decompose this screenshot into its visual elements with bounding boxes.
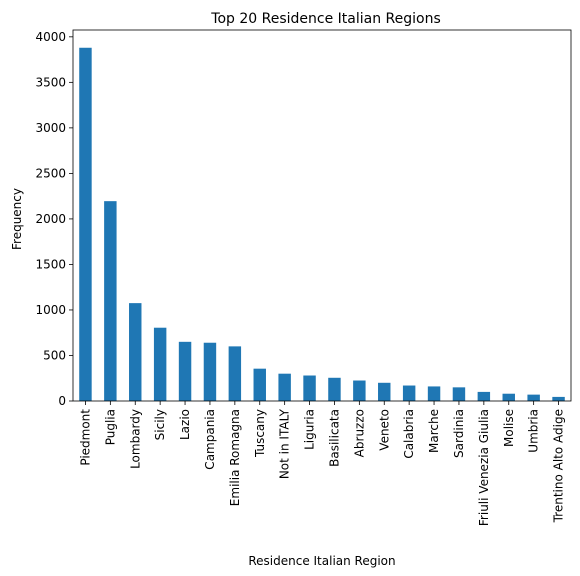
y-tick-label: 500 [43,348,66,362]
bar-trentino-alto-adige [552,396,565,401]
bar-not-in-italy [278,373,291,401]
bar-tuscany [253,368,266,401]
bar-emilia-romagna [228,346,242,401]
y-tick-label: 0 [58,394,66,408]
y-tick-label: 3500 [35,75,66,89]
bar-campania [203,342,217,401]
bar-liguria [303,375,316,401]
x-tick-label: Umbria [527,409,541,453]
bar-umbria [527,394,540,401]
x-tick-label: Lazio [178,409,192,440]
bar-sardinia [452,387,466,401]
bar-basilicata [328,377,341,401]
bar-abruzzo [353,380,366,401]
x-tick-label: Veneto [377,409,391,451]
x-tick-label: Calabria [402,409,416,459]
chart-title: Top 20 Residence Italian Regions [210,11,440,27]
x-tick-label: Not in ITALY [278,408,292,479]
bar-sicily [153,327,167,401]
y-tick-label: 4000 [35,30,66,44]
y-tick-label: 3000 [35,121,66,135]
x-tick-label: Lombardy [128,409,142,469]
bars-group [79,47,565,401]
plot-frame [72,29,572,402]
y-tick-label: 1000 [35,303,66,317]
y-tick-label: 2000 [35,212,66,226]
x-tick-label: Friuli Venezia Giulia [477,409,491,526]
bar-puglia [104,201,117,401]
y-tick-label: 2500 [35,166,66,180]
bar-friuli-venezia-giulia [477,391,491,401]
bar-marche [427,386,441,401]
bar-piedmont [79,47,92,401]
x-tick-label: Puglia [103,409,117,445]
x-tick-label: Molise [502,409,516,447]
x-axis-ticks: Piedmont Puglia Lombardy Sicily Lazio Campani… [78,401,566,526]
x-tick-label: Abruzzo [352,409,366,457]
y-axis-ticks: 0 500 1000 1500 2000 2500 3000 3500 4000 [35,30,73,408]
x-tick-label: Tuscany [253,409,267,458]
x-tick-label: Basilicata [327,409,341,467]
x-tick-label: Marche [427,409,441,453]
bar-veneto [378,382,391,401]
bar-lazio [178,341,192,401]
x-tick-label: Emilia Romagna [228,409,242,506]
x-tick-label: Sicily [153,409,167,440]
bar-calabria [402,385,416,401]
y-tick-label: 1500 [35,257,66,271]
x-tick-label: Sardinia [452,409,466,458]
bar-lombardy [129,303,142,401]
x-tick-label: Piedmont [78,409,92,466]
y-axis-label: Frequency [10,188,24,250]
x-tick-label: Campania [203,409,217,470]
x-axis-label: Residence Italian Region [248,554,395,568]
bar-molise [502,393,515,401]
x-tick-label: Trentino Alto Adige [552,409,566,523]
x-tick-label: Liguria [303,409,317,450]
